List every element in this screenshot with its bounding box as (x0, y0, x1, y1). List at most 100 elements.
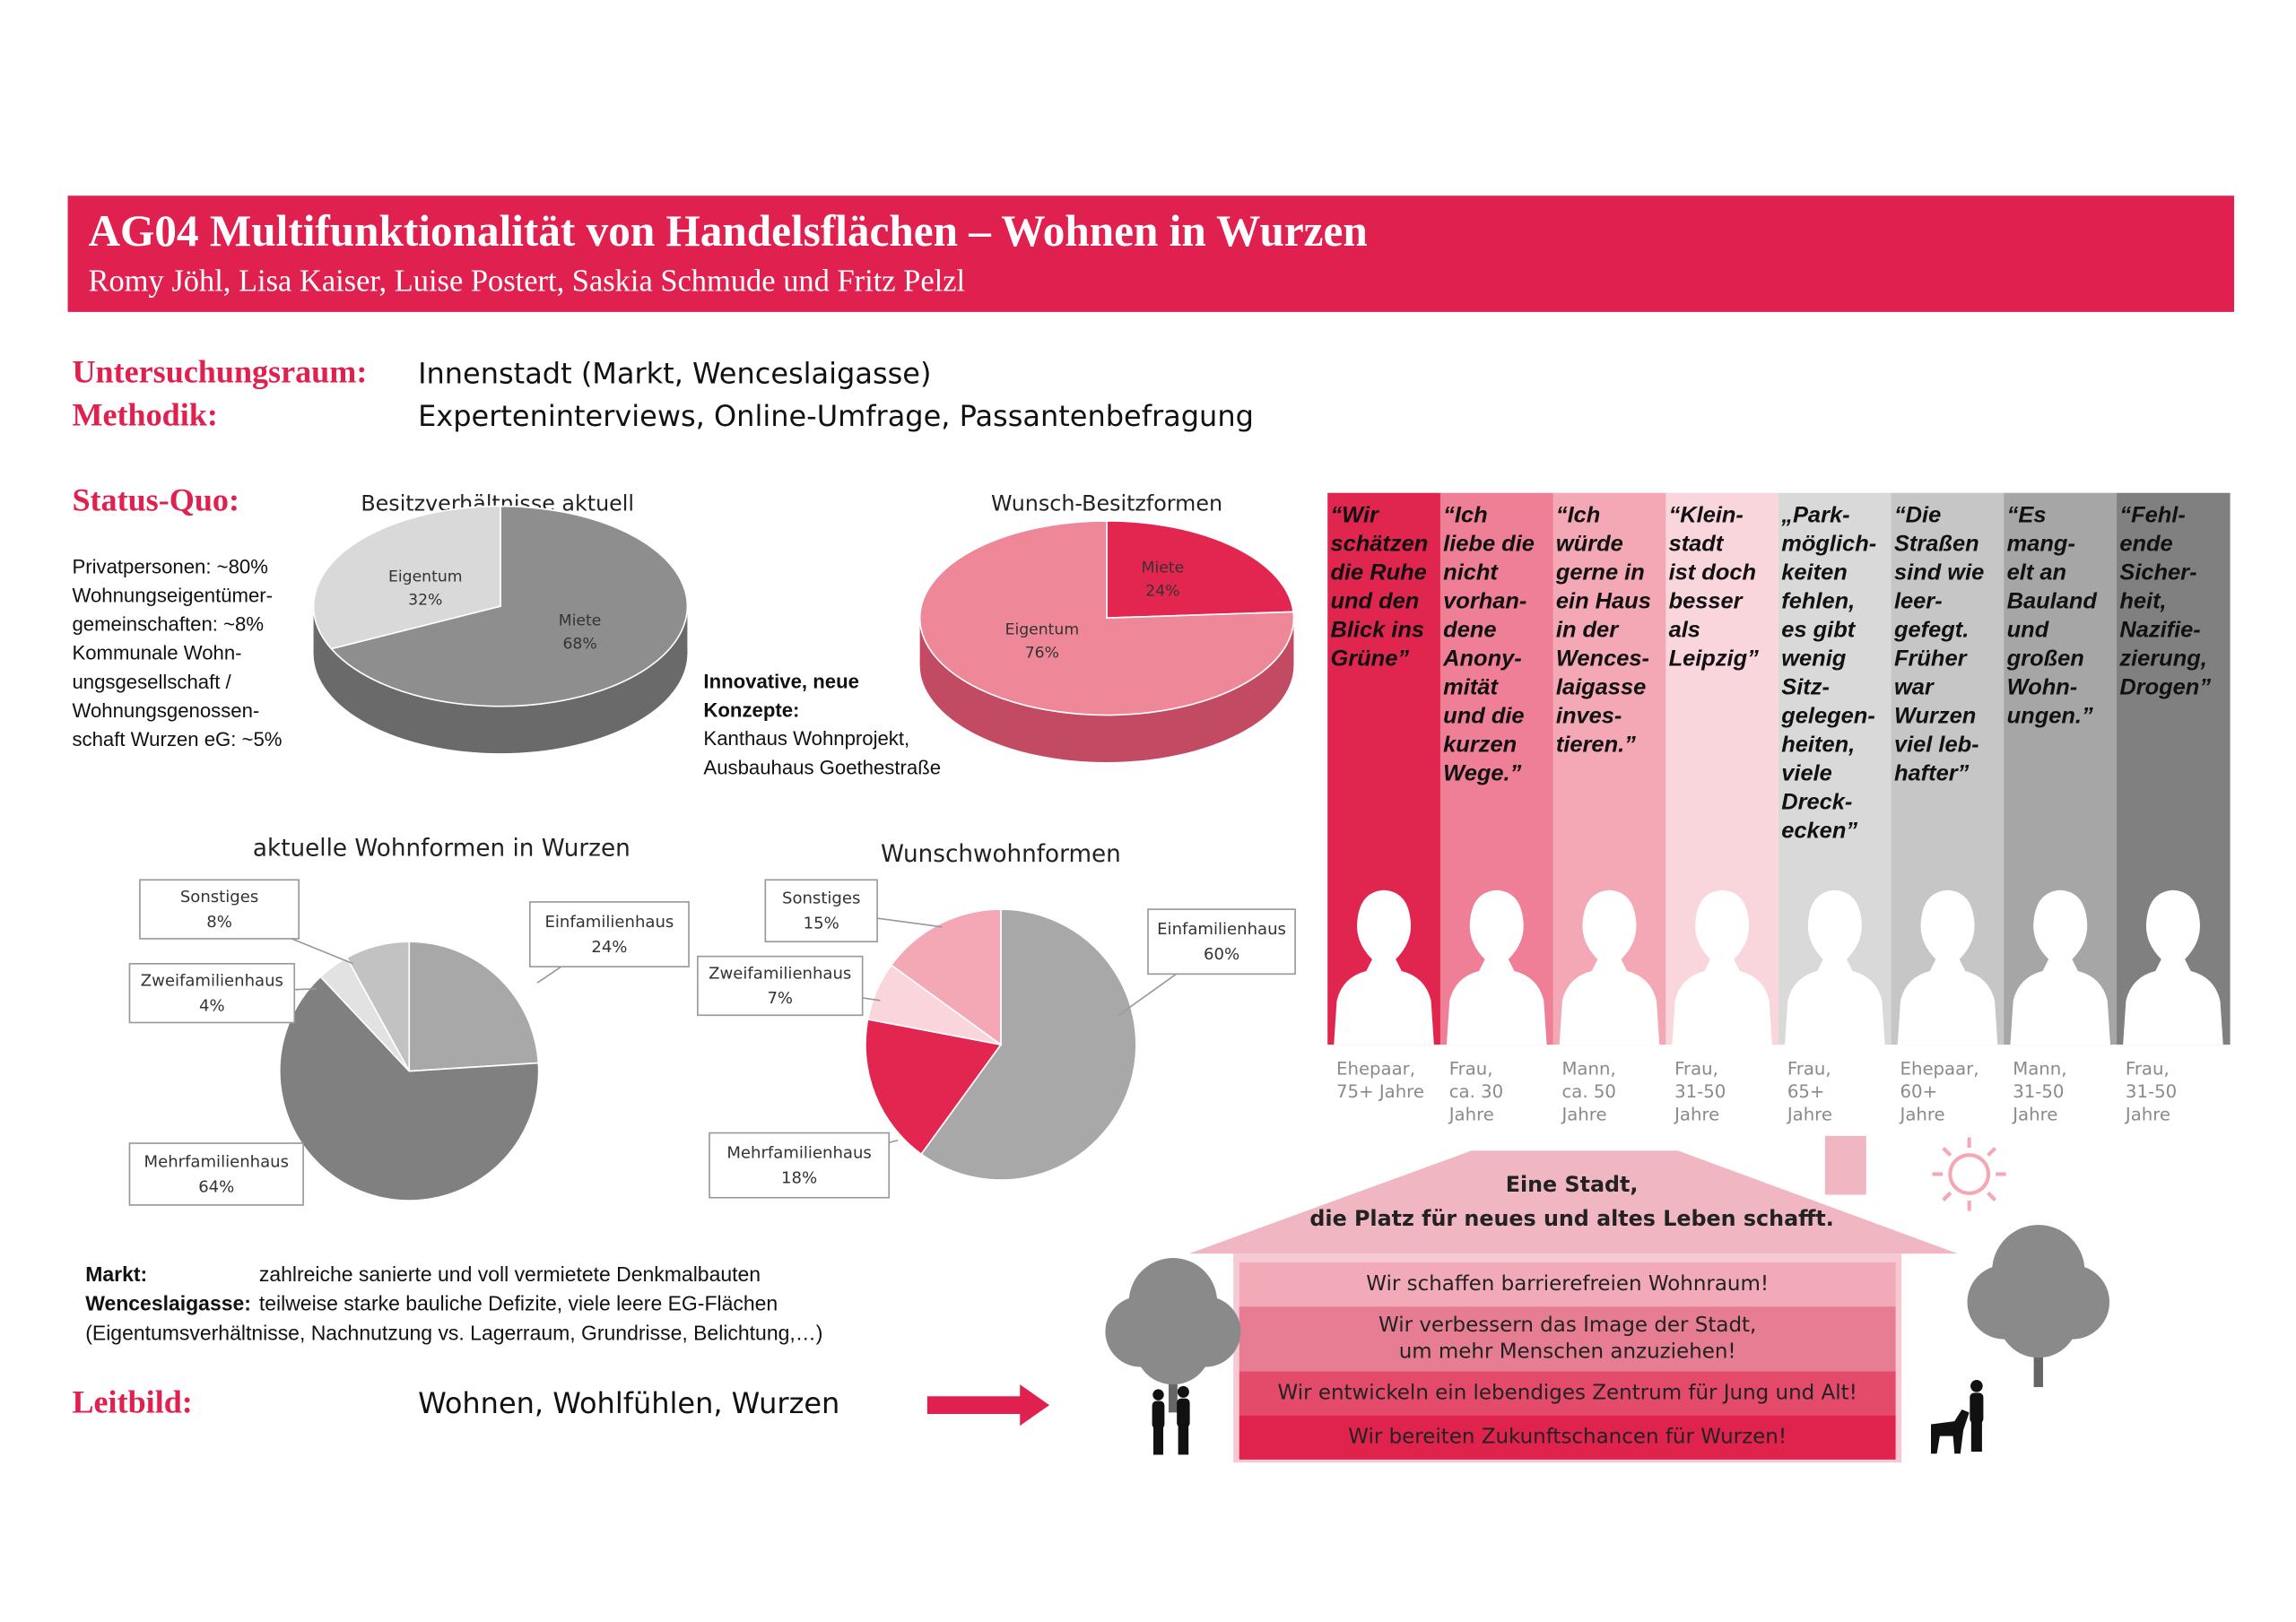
pie-slice (279, 976, 540, 1201)
quote-line: in der (1556, 618, 1620, 643)
slice-value: 18% (781, 1168, 817, 1187)
person-line: 75+ Jahre (1336, 1081, 1424, 1102)
quote-line: “Die (1894, 503, 1941, 528)
slice-label: Eigentum (1005, 620, 1080, 638)
silhouette (1785, 889, 1885, 1045)
slice-label: Miete (1142, 559, 1185, 577)
quote-line: sind wie (1894, 560, 1984, 585)
quote-line: wenig (1781, 646, 1847, 672)
quote-line: Früher (1894, 646, 1969, 672)
quote-column: “Wir schätzen die Ruhe und den Blick ins Grün… (1327, 492, 1441, 1102)
pie-slice (408, 941, 540, 1072)
house-title: Eine Stadt, (1506, 1172, 1639, 1197)
quote-line: Anony- (1442, 646, 1522, 672)
slice-value: 76% (1025, 645, 1059, 663)
silhouette (1897, 889, 1998, 1045)
note-label: Wenceslaigasse: (85, 1292, 251, 1315)
chimney (1824, 1135, 1866, 1195)
note-extra: (Eigentumsverhältnisse, Nachnutzung vs. … (85, 1321, 822, 1344)
quote-line: mang- (2007, 532, 2075, 557)
quote-line: nicht (1443, 560, 1499, 585)
quote-line: Leipzig” (1669, 646, 1760, 672)
pie-chart: aktuelle Wohnformen in Wurzen Einfamilien… (128, 835, 690, 1206)
person-line: Ehepaar, (1336, 1058, 1415, 1079)
quote-line: ist doch (1669, 560, 1756, 585)
label-box (1147, 908, 1296, 976)
note-text: zahlreiche sanierte und voll vermietete … (259, 1262, 761, 1286)
status-note: schaft Wurzen eG: ~5% (72, 728, 282, 750)
status-note: gemeinschaften: ~8% (72, 613, 264, 636)
quote-column: “Die Straßen sind wie leer-gefegt. Früher war… (1891, 492, 2005, 1124)
person-line: Frau, (1674, 1058, 1718, 1079)
slice-label: Eigentum (388, 568, 463, 585)
quote-line: Grüne” (1330, 646, 1409, 672)
silhouette (1334, 889, 1434, 1045)
quote-line: ecken” (1781, 819, 1857, 844)
slice-label: Sonstiges (782, 889, 860, 908)
pie-slice (345, 941, 411, 1072)
person-line: Frau, (2126, 1058, 2170, 1079)
slice-label: Zweifamilienhaus (709, 964, 851, 983)
quote-column: “Es mang-elt an Bauland und großen Wohn-ungen… (2004, 492, 2118, 1124)
person-line: Mann, (2013, 1058, 2066, 1079)
slice-value: 15% (804, 915, 839, 933)
silhouette (2123, 889, 2223, 1045)
quote-line: “Wir (1330, 503, 1380, 528)
quote-line: besser (1669, 589, 1744, 614)
quote-line: keiten (1781, 560, 1847, 585)
note-label: Markt: (85, 1262, 147, 1286)
arrow (926, 1384, 1050, 1427)
pie-chart: Wunsch-Besitzformen Miete 24% Eigentum 76% (918, 490, 1295, 763)
figure-head (1152, 1389, 1164, 1401)
quote-line: Sitz- (1781, 675, 1830, 700)
quote-line: heit, (2119, 589, 2166, 614)
status-note: ungsgesellschaft / (72, 671, 231, 693)
figure-body (1152, 1401, 1165, 1429)
sun-ray (1942, 1147, 1952, 1158)
person-line: Jahre (1899, 1104, 1945, 1124)
person-line: 65+ (1787, 1081, 1825, 1102)
person-line: Ehepaar, (1900, 1058, 1979, 1079)
quote-line: “Klein- (1669, 503, 1744, 528)
goal-band (1239, 1415, 1896, 1460)
quote-line: Bauland (2007, 589, 2098, 614)
slice-label: Mehrfamilienhaus (144, 1152, 289, 1171)
person-line: Jahre (1786, 1104, 1832, 1124)
slice-value: 64% (198, 1177, 234, 1196)
leitbild-label: Leitbild: (72, 1383, 192, 1419)
sun (1948, 1153, 1991, 1195)
pie-slice (918, 520, 1295, 716)
quote-line: elt an (2007, 560, 2066, 585)
innovative-line: Kanthaus Wohnprojekt, (703, 727, 909, 750)
goal-text: Wir verbessern das Image der Stadt, (1378, 1314, 1756, 1337)
goal-band (1239, 1262, 1896, 1307)
quote-column: “Klein-stadt ist doch besser als Leipzig” Fra… (1665, 492, 1779, 1124)
quote-line: war (1894, 675, 1935, 700)
slice-label: Zweifamilienhaus (141, 972, 283, 991)
quote-line: ein Haus (1556, 589, 1651, 614)
quote-line: fehlen, (1781, 589, 1855, 614)
tree-crown (1135, 1307, 1212, 1385)
label-box (709, 1132, 891, 1199)
info-text: Innenstadt (Markt, Wenceslaigasse) (418, 356, 931, 390)
quote-line: großen (2006, 646, 2084, 672)
pie-chart: Wunschwohnformen Einfamilienhaus 60% Mehrfa… (697, 841, 1296, 1199)
person-line: Frau, (1449, 1058, 1493, 1079)
person-line: Frau, (1787, 1058, 1831, 1079)
title: AG04 Multifunktionalität von Handelsfläc… (89, 206, 1368, 256)
person-line: ca. 30 (1449, 1081, 1503, 1102)
pie-slice (329, 505, 689, 707)
note-text: teilweise starke bauliche Defizite, viel… (259, 1292, 778, 1315)
goal-band (1239, 1371, 1896, 1416)
info-text: Experteninterviews, Online-Umfrage, Pass… (418, 399, 1254, 433)
quote-line: und den (1330, 589, 1419, 614)
quote-line: “Ich (1443, 503, 1487, 528)
goal-text: Wir bereiten Zukunftschancen für Wurzen! (1348, 1426, 1787, 1449)
label-box (528, 901, 690, 967)
quote-line: Dreck- (1781, 790, 1852, 815)
label-box (128, 1142, 304, 1206)
dog (1930, 1409, 1970, 1454)
person-line: Jahre (2124, 1104, 2170, 1124)
figure-head (1177, 1385, 1189, 1398)
